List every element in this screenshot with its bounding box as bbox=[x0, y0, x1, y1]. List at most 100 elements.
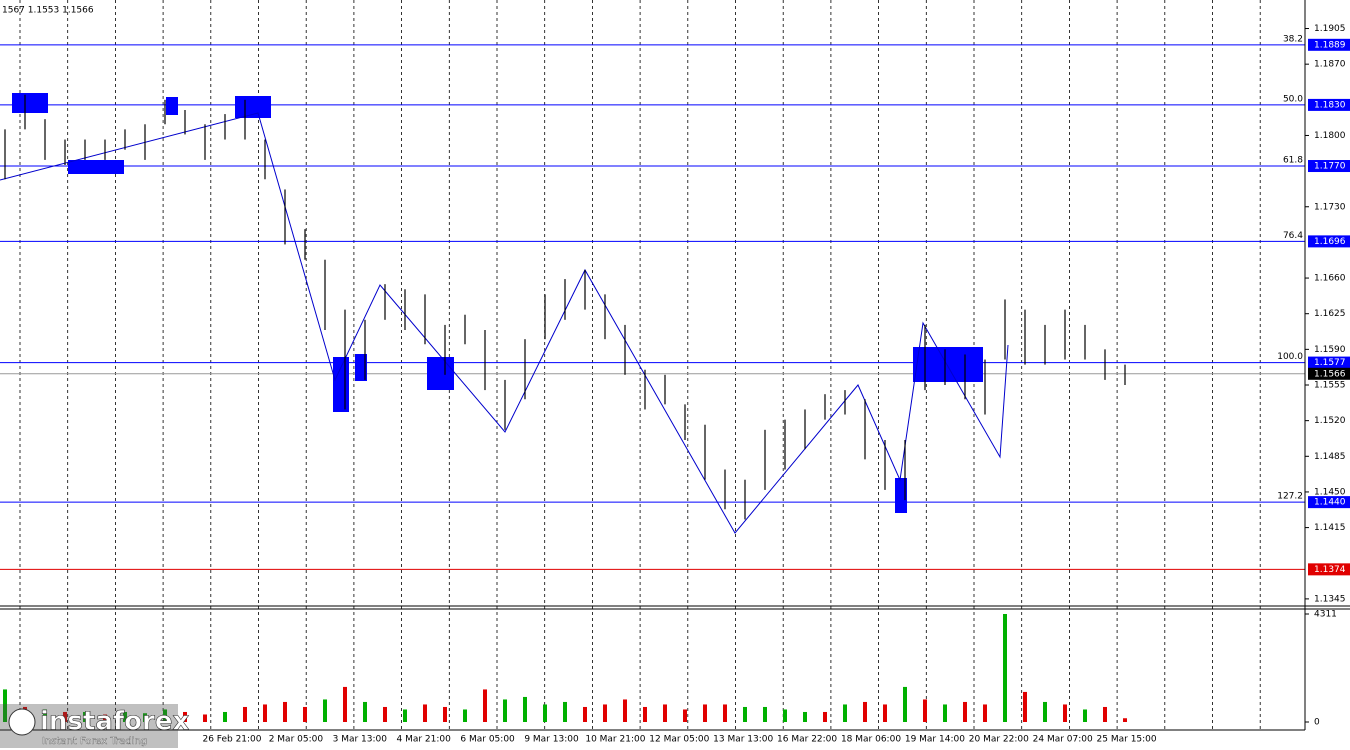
zone-box bbox=[355, 354, 367, 381]
x-tick-label: 25 Mar 15:00 bbox=[1097, 735, 1157, 745]
volume-bar bbox=[243, 706, 247, 722]
y-tick-label: 1.1520 bbox=[1314, 416, 1346, 426]
volume-bar bbox=[643, 706, 647, 722]
volume-bar bbox=[543, 704, 547, 722]
zone-box bbox=[333, 357, 349, 412]
volume-bar bbox=[303, 706, 307, 722]
volume-bar bbox=[503, 699, 507, 722]
volume-bar bbox=[1123, 718, 1127, 722]
level-price: 1.1374 bbox=[1314, 565, 1346, 575]
level-price-box bbox=[1308, 496, 1350, 509]
volume-bar bbox=[163, 709, 167, 722]
volume-bar bbox=[423, 704, 427, 722]
level-price: 1.1830 bbox=[1314, 100, 1346, 110]
grid bbox=[0, 0, 1305, 730]
volume-bar bbox=[583, 706, 587, 722]
y-tick-label: 1.1800 bbox=[1314, 131, 1346, 141]
volume-bar bbox=[323, 699, 327, 722]
volume-bar bbox=[443, 706, 447, 722]
volume-bar bbox=[143, 713, 147, 722]
zone-box bbox=[895, 478, 907, 513]
volume-bar bbox=[63, 711, 67, 722]
y-tick-label: 1.1415 bbox=[1314, 523, 1346, 533]
volume-bar bbox=[843, 704, 847, 722]
y-tick-label: 1.1905 bbox=[1314, 24, 1346, 34]
x-tick-label: 20 Mar 22:00 bbox=[969, 735, 1029, 745]
level-name: 100.0 bbox=[1277, 352, 1303, 362]
tagline: Instant Forex Trading bbox=[42, 736, 147, 747]
level-price-box bbox=[1308, 356, 1350, 369]
volume-bar bbox=[83, 711, 87, 722]
volume-bar bbox=[3, 689, 7, 722]
volume-bar bbox=[623, 699, 627, 722]
volume-bar bbox=[43, 709, 47, 722]
y-tick-label: 1.1625 bbox=[1314, 309, 1346, 319]
last-price-box bbox=[1308, 367, 1350, 380]
volume-bar bbox=[383, 706, 387, 722]
zone-box bbox=[913, 347, 983, 382]
level-price-box bbox=[1308, 98, 1350, 111]
volume-bar bbox=[743, 706, 747, 722]
volume-bar bbox=[783, 709, 787, 722]
volume-bar bbox=[523, 696, 527, 722]
volume-bar bbox=[263, 704, 267, 722]
zone-box bbox=[235, 96, 271, 118]
level-price-box bbox=[1308, 160, 1350, 173]
volume-bar bbox=[683, 709, 687, 722]
volume-bar bbox=[223, 711, 227, 722]
x-tick-label: 6 Mar 05:00 bbox=[460, 735, 515, 745]
y-tick-label: 1.1485 bbox=[1314, 452, 1346, 462]
y-tick-label: 1.1870 bbox=[1314, 60, 1346, 70]
x-tick-label: 2 Mar 05:00 bbox=[269, 735, 324, 745]
zone-box bbox=[427, 357, 454, 390]
volume-bar bbox=[703, 704, 707, 722]
volume-bar bbox=[983, 704, 987, 722]
volume-bar bbox=[823, 711, 827, 722]
x-tick-label: 10 Mar 21:00 bbox=[585, 735, 645, 745]
volume-bar bbox=[343, 686, 347, 722]
y-tick-label: 1.1345 bbox=[1314, 594, 1346, 604]
level-name: 61.8 bbox=[1283, 156, 1303, 166]
volume-bar bbox=[363, 701, 367, 722]
level-price-box bbox=[1308, 38, 1350, 51]
brand: instaforex bbox=[40, 707, 190, 737]
volume-bar bbox=[103, 714, 107, 722]
level-price: 1.1696 bbox=[1314, 237, 1346, 247]
x-tick-label: 3 Mar 13:00 bbox=[333, 735, 388, 745]
volume-bar bbox=[403, 709, 407, 722]
volume-bar bbox=[183, 711, 187, 722]
plot bbox=[3, 94, 1127, 722]
level-price: 1.1889 bbox=[1314, 40, 1346, 50]
zone-box bbox=[68, 160, 124, 174]
volume-bar bbox=[723, 704, 727, 722]
volume-bar bbox=[563, 701, 567, 722]
level-price-box bbox=[1308, 235, 1350, 248]
volume-bar bbox=[123, 711, 127, 722]
x-tick-label: 4 Mar 21:00 bbox=[397, 735, 452, 745]
level-price-box bbox=[1308, 563, 1350, 576]
volume-tick-label: 0 bbox=[1314, 718, 1320, 728]
volume-bar bbox=[963, 701, 967, 722]
volume-bar bbox=[283, 701, 287, 722]
level-name: 127.2 bbox=[1277, 492, 1303, 502]
x-tick-label: 16 Mar 22:00 bbox=[777, 735, 837, 745]
volume-tick-label: 4311 bbox=[1314, 610, 1337, 620]
watermark: instaforex Instant Forex Trading bbox=[0, 704, 190, 748]
x-tick-label: 13 Mar 13:00 bbox=[713, 735, 773, 745]
header: 1567 1.1553 1.1566 bbox=[2, 6, 94, 16]
y-tick-label: 1.1555 bbox=[1314, 381, 1346, 391]
zigzag bbox=[0, 112, 1009, 534]
volume-bar bbox=[1103, 706, 1107, 722]
y-tick-label: 1.1450 bbox=[1314, 487, 1346, 497]
volume-bar bbox=[883, 704, 887, 722]
x-tick-label: 24 Mar 07:00 bbox=[1033, 735, 1093, 745]
volume-bar bbox=[903, 686, 907, 722]
volume-bar bbox=[663, 704, 667, 722]
volume-bar bbox=[603, 704, 607, 722]
level-name: 50.0 bbox=[1283, 94, 1303, 104]
x-tick-label: 19 Mar 14:00 bbox=[905, 735, 965, 745]
volume-bar bbox=[1063, 704, 1067, 722]
x-tick-label: 18 Mar 06:00 bbox=[841, 735, 901, 745]
volume-bar bbox=[483, 689, 487, 722]
